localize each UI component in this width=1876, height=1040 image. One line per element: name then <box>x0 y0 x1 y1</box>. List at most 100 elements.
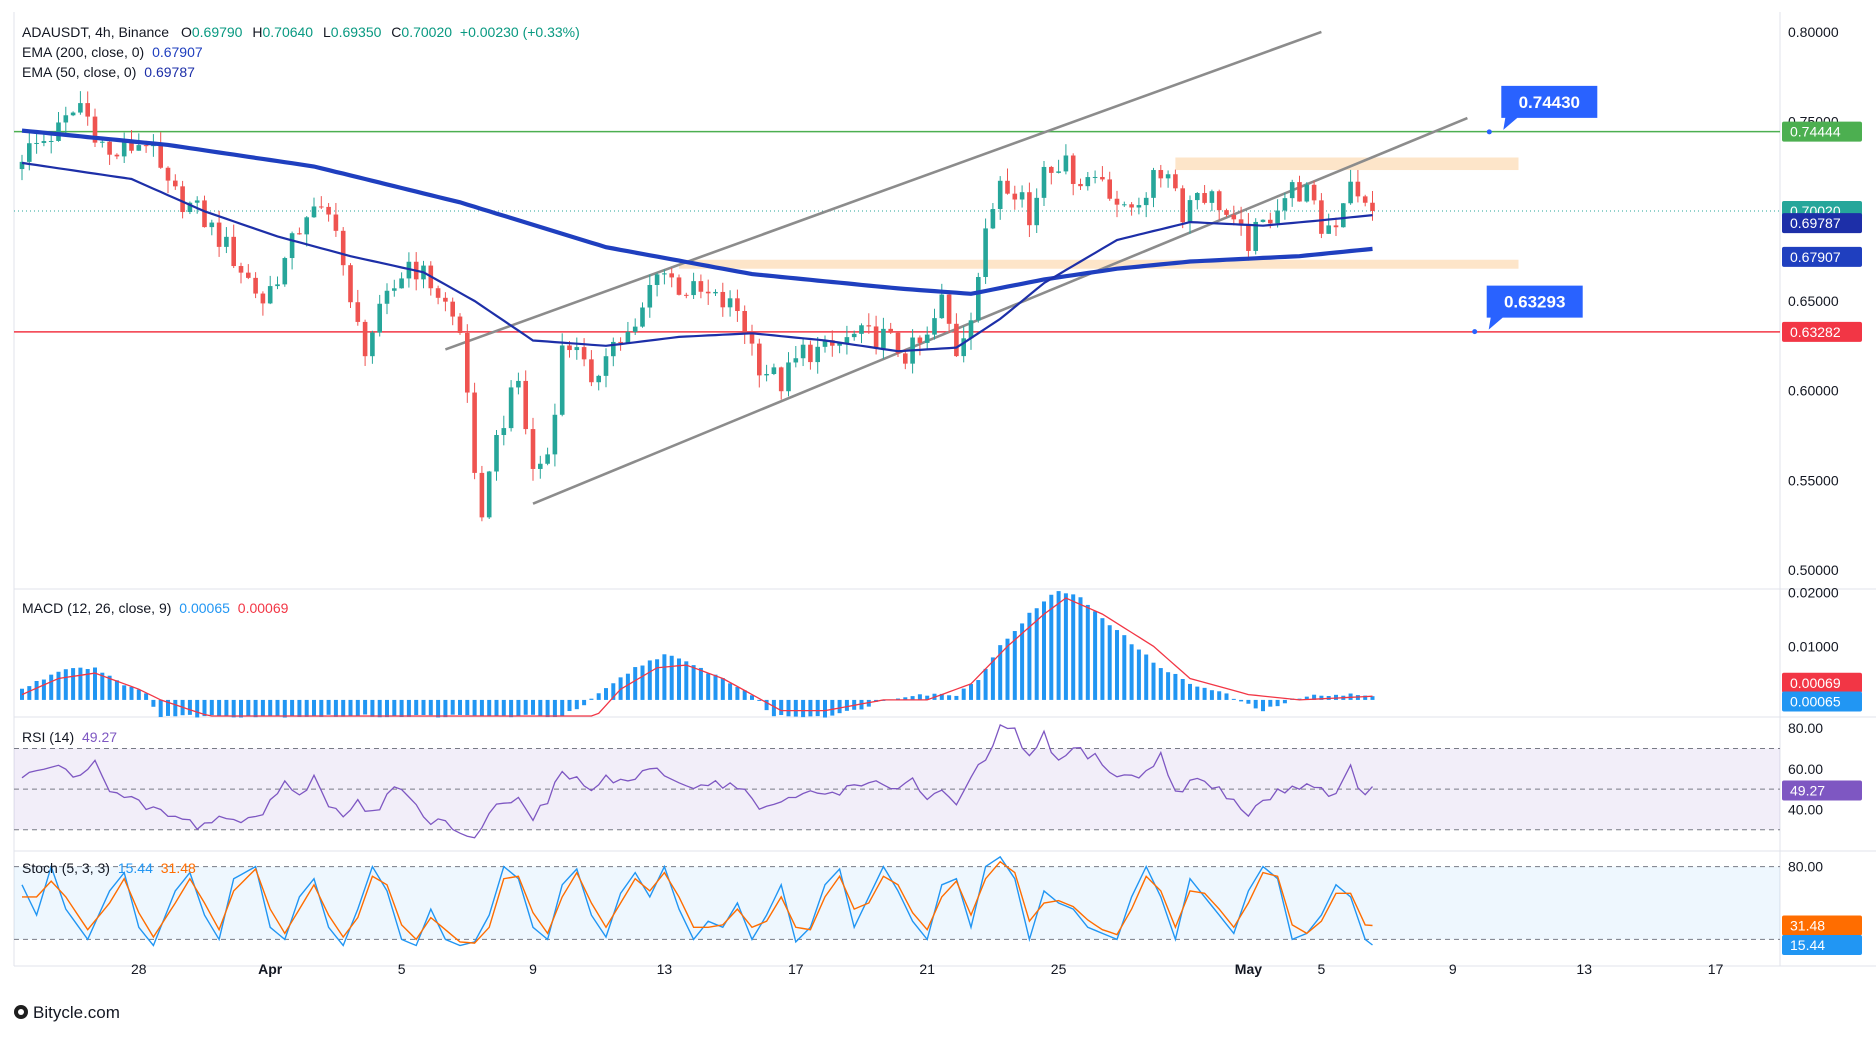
macd-histogram-bar <box>195 699 200 718</box>
candle-body <box>516 380 521 388</box>
candle-body <box>1231 214 1237 220</box>
macd-histogram-bar <box>41 679 46 700</box>
ema50-legend-label[interactable]: EMA (50, close, 0) <box>22 64 137 80</box>
rsi-legend-label[interactable]: RSI (14) <box>22 729 75 745</box>
time-axis-tick: 17 <box>788 961 804 977</box>
candle-body <box>19 161 25 170</box>
macd-histogram-bar <box>71 668 76 700</box>
candle-body <box>1297 182 1302 202</box>
macd-histogram-bar <box>1334 694 1338 700</box>
candle-body <box>705 291 711 294</box>
macd-histogram-bar <box>706 673 711 700</box>
candle-body <box>742 311 747 334</box>
macd-histogram-bar <box>750 695 754 700</box>
candle-body <box>202 200 207 228</box>
macd-histogram-bar <box>428 699 433 716</box>
candle-body <box>362 321 368 357</box>
close-value: 0.70020 <box>401 24 453 40</box>
macd-histogram-bar <box>786 699 791 717</box>
macd-histogram-bar <box>370 699 375 717</box>
time-axis-tick: 17 <box>1708 961 1724 977</box>
candle-body <box>603 356 609 376</box>
macd-legend-label[interactable]: MACD (12, 26, close, 9) <box>22 600 172 616</box>
candle-body <box>1063 155 1069 172</box>
macd-value-tag <box>1782 691 1862 712</box>
candle-body <box>1355 181 1361 197</box>
macd-histogram-bar <box>560 699 565 717</box>
candle-body <box>143 145 149 147</box>
time-axis-tick: 9 <box>529 961 537 977</box>
macd-histogram-bar <box>1304 696 1309 700</box>
price-axis-tick: 0.80000 <box>1788 24 1839 40</box>
macd-histogram-bar <box>574 699 579 710</box>
macd-histogram-bar <box>1063 593 1068 700</box>
macd-histogram-bar <box>392 699 397 716</box>
macd-axis-tick: 0.02000 <box>1788 585 1839 601</box>
macd-histogram-bar <box>1100 618 1105 700</box>
macd-histogram-bar <box>107 675 112 700</box>
time-axis-tick: 9 <box>1449 961 1457 977</box>
candle-body <box>808 344 813 363</box>
macd-histogram-bar <box>647 660 652 700</box>
candle-body <box>1253 221 1258 251</box>
candle-body <box>1143 197 1149 206</box>
support-level-tag-text: 0.63282 <box>1790 324 1841 340</box>
stoch-band-fill <box>14 866 1780 940</box>
macd-histogram-bar <box>333 699 338 717</box>
channel-upper-line <box>444 30 1322 351</box>
time-axis-tick: 21 <box>919 961 935 977</box>
macd-histogram-bar <box>939 693 944 700</box>
callout-anchor-dot <box>1472 329 1478 335</box>
ema200-legend-label[interactable]: EMA (200, close, 0) <box>22 44 145 60</box>
candle-body <box>1027 192 1032 226</box>
macd-histogram-bar <box>1129 644 1134 700</box>
candle-body <box>559 345 565 415</box>
candle-body <box>1180 188 1185 223</box>
candle-body <box>289 233 295 259</box>
candle-body <box>552 414 558 455</box>
macd-histogram-bar <box>93 667 97 700</box>
candle-body <box>983 228 988 278</box>
candle-body <box>954 323 959 357</box>
macd-histogram-bar <box>1202 687 1207 700</box>
macd-histogram-bar <box>1319 695 1324 700</box>
candle-body <box>851 333 857 338</box>
stoch-legend-label[interactable]: Stoch (5, 3, 3) <box>22 860 110 876</box>
candle-body <box>1122 204 1127 206</box>
macd-histogram-bar <box>1136 649 1141 700</box>
candle-body <box>771 367 777 374</box>
stoch-k-value-tag-text: 15.44 <box>1790 937 1825 953</box>
candle-body <box>114 154 120 157</box>
macd-histogram-bar <box>531 699 535 715</box>
macd-legend: MACD (12, 26, close, 9) 0.00065 0.00069 <box>22 600 288 616</box>
macd-histogram-bar <box>114 680 119 700</box>
candle-body <box>450 301 455 317</box>
macd-histogram-bar <box>596 693 601 700</box>
candle-body <box>443 297 448 302</box>
macd-histogram-bar <box>136 689 141 700</box>
candle-body <box>282 258 288 285</box>
macd-histogram-bar <box>771 699 776 717</box>
macd-histogram-bar <box>27 686 32 700</box>
candle-body <box>691 281 696 296</box>
macd-histogram-bar <box>1034 608 1039 700</box>
candle-body <box>399 278 404 289</box>
candle-body <box>246 272 251 278</box>
macd-histogram-bar <box>129 686 134 700</box>
candle-body <box>1100 176 1105 180</box>
candle-body <box>1333 225 1339 228</box>
candle-body <box>698 281 704 292</box>
macd-histogram-bar <box>1056 591 1061 700</box>
macd-histogram-bar <box>421 699 426 716</box>
macd-histogram-bar <box>633 667 638 700</box>
candle-body <box>749 333 755 344</box>
macd-histogram-bar <box>698 667 703 700</box>
macd-histogram-bar <box>611 683 616 700</box>
consolidation-zone <box>1175 157 1519 171</box>
high-value: 0.70640 <box>262 24 314 40</box>
macd-histogram-bar <box>1005 638 1010 700</box>
macd-histogram-bar <box>691 665 696 700</box>
symbol-label[interactable]: ADAUSDT, 4h, Binance <box>22 24 170 40</box>
candle-body <box>1370 202 1375 211</box>
